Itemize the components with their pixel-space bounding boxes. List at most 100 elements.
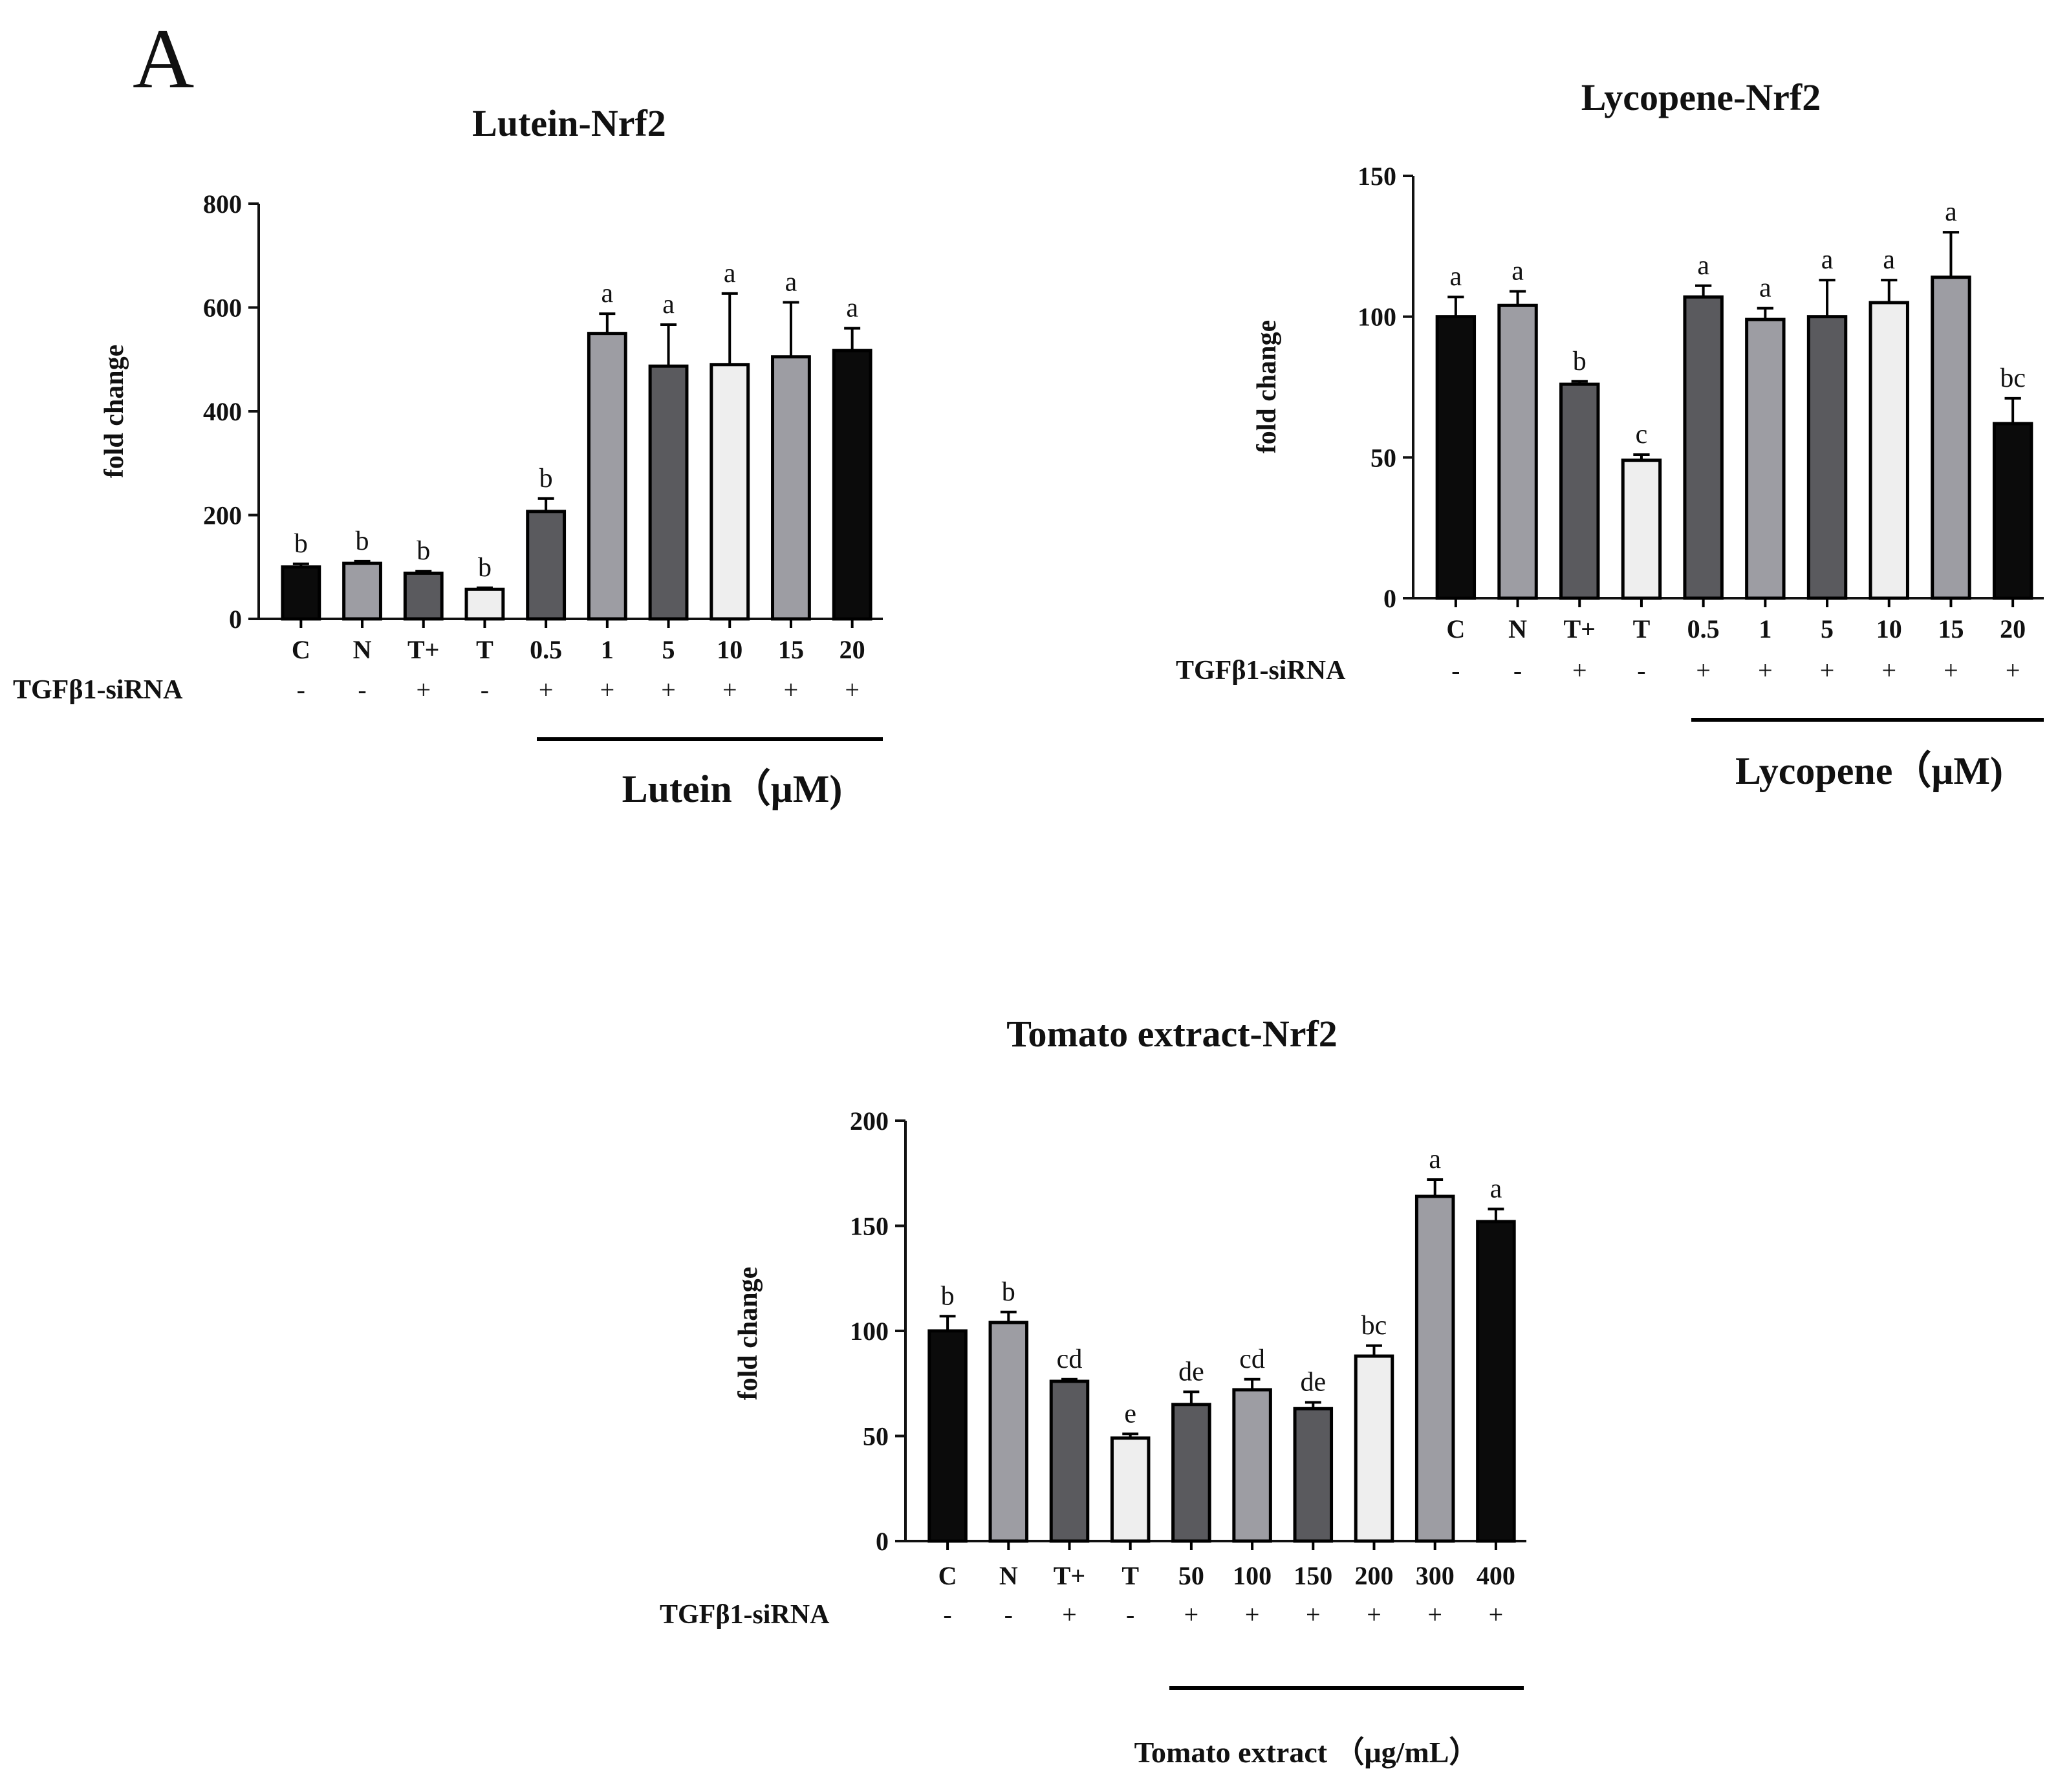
category-label: 1 (1759, 614, 1771, 643)
bar (1354, 1354, 1394, 1543)
sirna-sign: + (1427, 1600, 1442, 1629)
sirna-sign: - (358, 675, 366, 704)
y-tick-label: 150 (850, 1212, 889, 1241)
sirna-sign: - (1637, 656, 1645, 685)
bar (1171, 1403, 1211, 1543)
significance-label: bc (1361, 1311, 1387, 1341)
significance-label: a (1759, 274, 1771, 303)
bar (1232, 1388, 1272, 1543)
sirna-sign: + (1245, 1600, 1260, 1629)
category-label: 400 (1477, 1561, 1515, 1590)
sirna-sign: + (661, 675, 676, 704)
significance-label: b (941, 1281, 955, 1311)
sirna-sign: + (1184, 1600, 1199, 1629)
significance-label: a (1450, 262, 1462, 292)
bar (1745, 318, 1786, 600)
sirna-sign: + (1696, 656, 1711, 685)
category-label: 10 (1876, 614, 1902, 643)
y-tick-label: 150 (1358, 162, 1396, 191)
bar (1683, 295, 1724, 600)
bar (832, 349, 872, 621)
sirna-sign: - (1513, 656, 1522, 685)
category-label: T (476, 635, 493, 664)
category-label: 15 (1938, 614, 1964, 643)
significance-label: a (1429, 1145, 1441, 1174)
sirna-sign: + (600, 675, 615, 704)
treatment-label: Lycopene（μM) (1735, 749, 2003, 792)
bar (403, 571, 444, 621)
category-label: T (1633, 614, 1651, 643)
sirna-sign: - (297, 675, 305, 704)
y-tick-label: 100 (850, 1317, 889, 1346)
chart-lycopene: Lycopene-Nrf2 fold change 0 50 100 150 a C - a N - b… (1176, 76, 2044, 792)
significance-label: c (1636, 420, 1648, 449)
sirna-sign: + (722, 675, 737, 704)
sirna-sign: + (1367, 1600, 1381, 1629)
y-tick-label: 50 (863, 1422, 889, 1451)
y-tick-label: 50 (1370, 443, 1396, 472)
bar (1414, 1194, 1455, 1543)
sirna-sign: + (784, 675, 799, 704)
category-label: 300 (1416, 1561, 1455, 1590)
significance-label: cd (1239, 1344, 1265, 1374)
sirna-row-label: TGFβ1-siRNA (1176, 656, 1346, 685)
y-tick-label: 400 (203, 397, 242, 426)
sirna-sign: + (1944, 656, 1958, 685)
panel-label: A (133, 11, 194, 106)
sirna-sign: + (539, 675, 554, 704)
category-label: N (999, 1561, 1018, 1590)
sirna-row-label: TGFβ1-siRNA (660, 1600, 830, 1630)
chart-title: Lycopene-Nrf2 (1581, 76, 1821, 118)
category-label: 0.5 (1687, 614, 1720, 643)
category-label: 200 (1355, 1561, 1394, 1590)
significance-label: a (1945, 197, 1957, 227)
sirna-row-label: TGFβ1-siRNA (13, 675, 183, 705)
sirna-sign: + (1489, 1600, 1504, 1629)
significance-label: b (1002, 1277, 1015, 1307)
significance-label: a (1511, 256, 1524, 286)
y-tick-label: 200 (203, 501, 242, 530)
category-label: 5 (1821, 614, 1834, 643)
significance-label: cd (1057, 1344, 1083, 1374)
significance-label: a (1490, 1174, 1502, 1204)
bar (771, 355, 811, 621)
y-tick-label: 100 (1358, 303, 1396, 332)
significance-label: bc (2000, 363, 2026, 393)
sirna-sign: + (1820, 656, 1835, 685)
bar (526, 510, 567, 621)
bar (1110, 1436, 1151, 1543)
category-label: N (353, 635, 372, 664)
chart-title: Tomato extract-Nrf2 (1006, 1013, 1338, 1055)
bar (988, 1321, 1029, 1543)
treatment-label: Tomato extract （μg/mL） (1134, 1736, 1479, 1769)
bar (1049, 1379, 1090, 1543)
category-label: T+ (407, 635, 439, 664)
category-label: C (292, 635, 310, 664)
significance-label: a (601, 279, 614, 308)
y-axis-label: fold change (1252, 320, 1282, 454)
sirna-sign: - (1126, 1600, 1134, 1629)
category-label: 20 (839, 635, 865, 664)
category-label: 100 (1233, 1561, 1272, 1590)
bar (709, 363, 750, 621)
y-tick-label: 600 (203, 294, 242, 323)
bar (1621, 459, 1662, 600)
category-label: 50 (1178, 1561, 1204, 1590)
bar (1293, 1407, 1334, 1543)
sirna-sign: + (2006, 656, 2020, 685)
significance-label: b (478, 553, 492, 583)
category-label: T+ (1054, 1561, 1085, 1590)
category-label: 5 (662, 635, 675, 664)
sirna-sign: - (1004, 1600, 1013, 1629)
sirna-sign: - (1451, 656, 1460, 685)
bar (1868, 301, 1909, 600)
y-tick-label: 0 (229, 605, 242, 634)
category-label: C (938, 1561, 957, 1590)
category-label: 0.5 (530, 635, 562, 664)
chart-tomato-extract: Tomato extract-Nrf2 fold change 0 50 100 150 2… (660, 1013, 1526, 1769)
significance-label: a (846, 294, 858, 323)
significance-label: de (1178, 1357, 1204, 1387)
category-label: 150 (1294, 1561, 1332, 1590)
significance-label: b (1573, 347, 1587, 376)
